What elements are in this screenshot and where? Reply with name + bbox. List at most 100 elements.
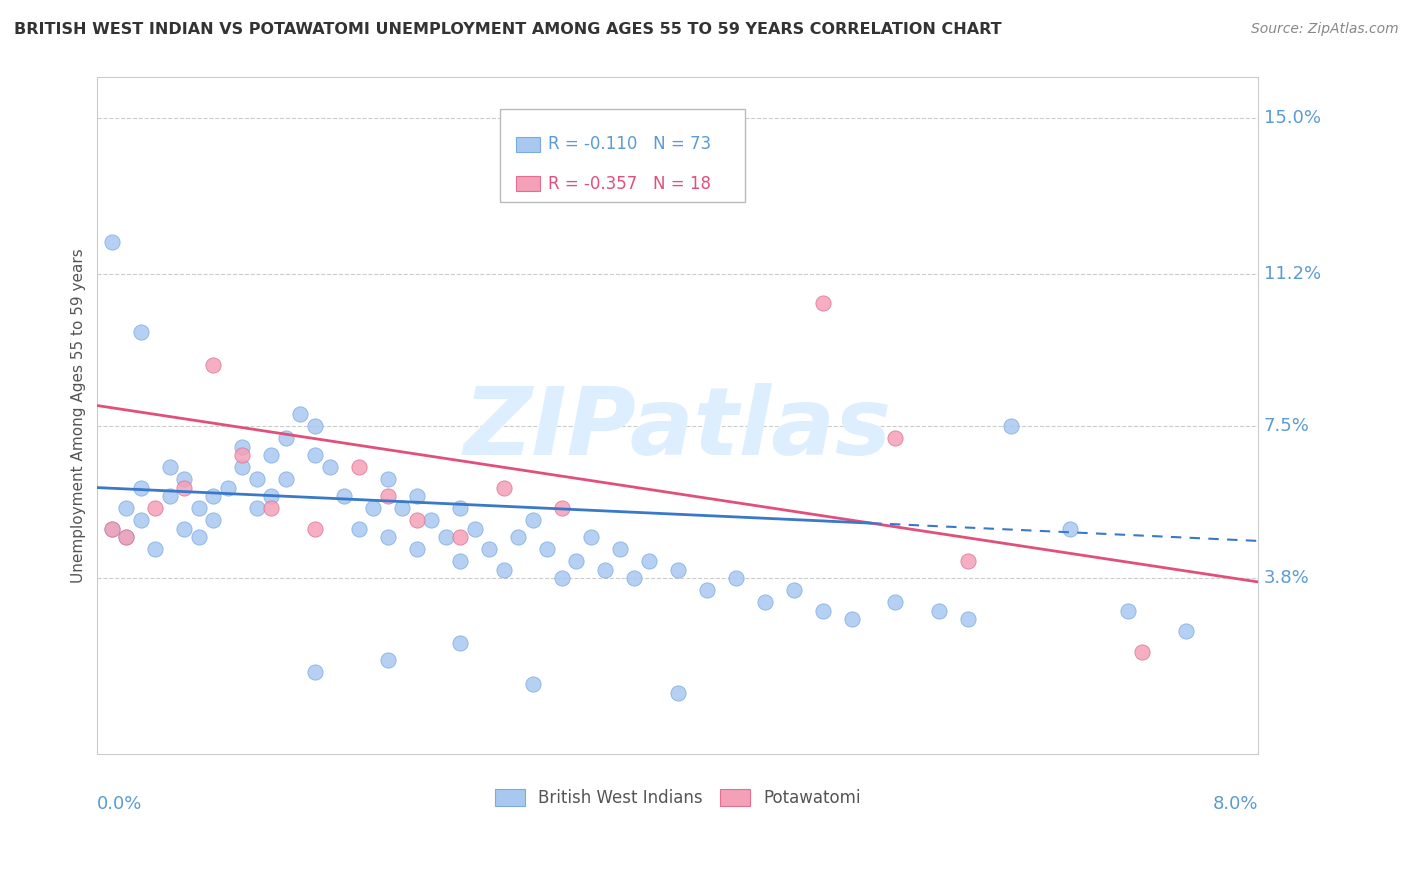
Point [101,522,124,536]
Text: R = -0.357   N = 18: R = -0.357 N = 18 [548,175,711,193]
Point [290,407,312,421]
Point [101,235,124,249]
Point [884,431,907,445]
Point [1116,604,1139,618]
Point [129,481,152,495]
Point [449,501,471,516]
Point [377,530,399,544]
Point [377,472,399,486]
Point [1000,419,1022,434]
Point [159,489,181,503]
Text: R = -0.110   N = 73: R = -0.110 N = 73 [548,136,711,153]
Point [405,513,427,527]
Point [884,595,907,609]
Point [145,501,167,516]
Point [811,604,834,618]
Point [565,554,588,568]
Point [391,501,413,516]
Point [115,530,138,544]
Point [1059,522,1081,536]
Point [623,571,645,585]
Point [550,571,572,585]
Point [115,530,138,544]
Point [449,530,471,544]
Point [449,554,471,568]
Point [115,501,138,516]
Point [347,460,370,475]
Point [536,542,558,557]
Point [304,448,326,462]
Text: ZIPatlas: ZIPatlas [464,384,891,475]
Point [274,472,297,486]
Text: BRITISH WEST INDIAN VS POTAWATOMI UNEMPLOYMENT AMONG AGES 55 TO 59 YEARS CORRELA: BRITISH WEST INDIAN VS POTAWATOMI UNEMPL… [14,22,1001,37]
Point [783,583,806,598]
Point [464,522,486,536]
Point [173,522,195,536]
Point [522,513,544,527]
Point [579,530,602,544]
Point [202,489,225,503]
Legend: British West Indians, Potawatomi: British West Indians, Potawatomi [488,782,868,814]
Point [1130,645,1153,659]
Point [260,489,283,503]
Point [522,677,544,691]
Point [811,296,834,310]
Point [231,460,253,475]
Point [260,501,283,516]
Point [434,530,457,544]
Text: 0.0%: 0.0% [97,795,143,813]
Y-axis label: Unemployment Among Ages 55 to 59 years: Unemployment Among Ages 55 to 59 years [72,249,86,583]
Point [145,542,167,557]
Point [841,612,863,626]
Point [478,542,501,557]
Point [347,522,370,536]
Point [217,481,239,495]
Point [637,554,659,568]
Point [420,513,443,527]
Point [405,489,427,503]
Point [187,501,209,516]
Point [187,530,209,544]
Point [492,563,515,577]
Point [202,513,225,527]
Point [246,501,269,516]
Point [696,583,718,598]
Point [231,440,253,454]
Point [361,501,384,516]
Point [405,542,427,557]
Text: 8.0%: 8.0% [1212,795,1258,813]
Point [956,612,979,626]
Point [260,448,283,462]
Text: 15.0%: 15.0% [1264,110,1320,128]
Point [724,571,747,585]
Text: Source: ZipAtlas.com: Source: ZipAtlas.com [1251,22,1399,37]
Point [129,325,152,339]
Point [928,604,950,618]
Point [101,522,124,536]
Point [173,481,195,495]
Point [202,358,225,372]
Point [550,501,572,516]
Point [304,522,326,536]
Text: 3.8%: 3.8% [1264,569,1309,587]
Point [1174,624,1197,639]
Point [274,431,297,445]
Text: 7.5%: 7.5% [1264,417,1310,435]
Point [492,481,515,495]
Point [304,419,326,434]
Point [159,460,181,475]
Point [593,563,616,577]
Point [173,472,195,486]
Point [377,653,399,667]
Point [508,530,530,544]
Point [304,665,326,680]
Point [318,460,340,475]
Point [129,513,152,527]
Text: 11.2%: 11.2% [1264,265,1322,284]
Point [246,472,269,486]
Point [449,636,471,650]
Point [609,542,631,557]
Point [754,595,776,609]
Point [231,448,253,462]
Point [956,554,979,568]
